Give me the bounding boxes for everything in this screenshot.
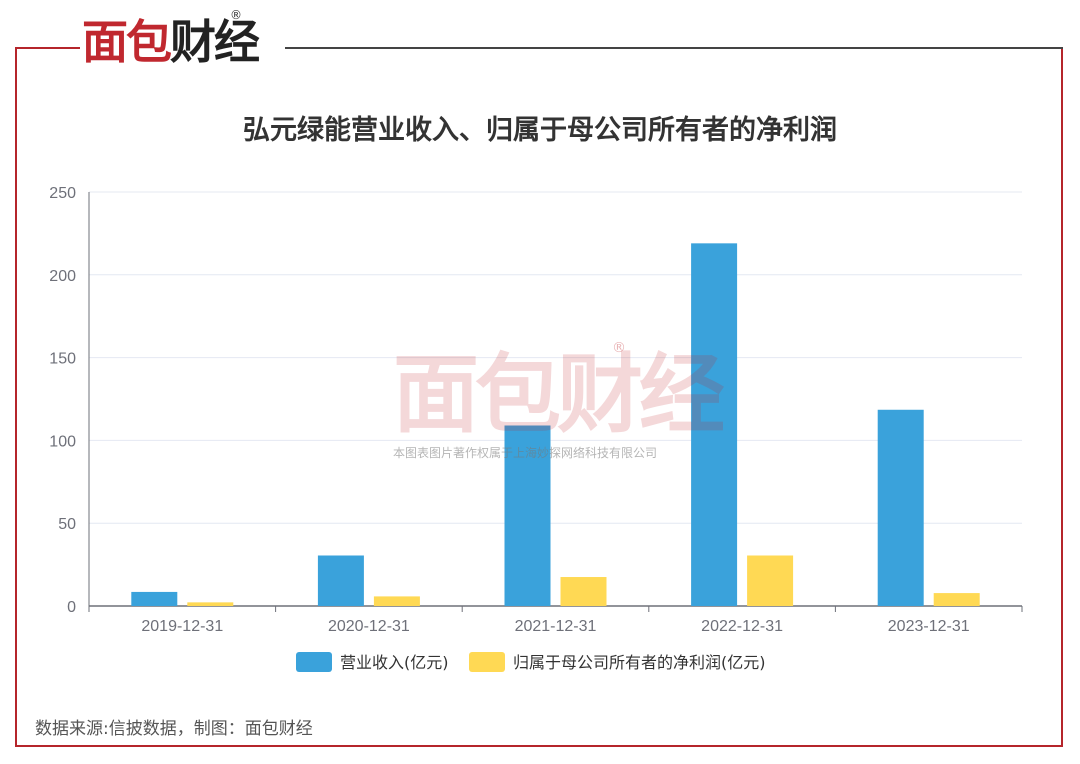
x-tick-label: 2023-12-31 [888, 618, 970, 635]
bar-net-profit [747, 555, 794, 606]
chart-title: 弘元绿能营业收入、归属于母公司所有者的净利润 [243, 115, 837, 146]
bar-net-profit [373, 596, 420, 606]
legend-revenue-swatch [296, 652, 332, 672]
y-tick-label: 100 [49, 433, 76, 450]
bar-revenue [877, 409, 924, 606]
bar-net-profit [560, 577, 607, 606]
legend-net-profit-swatch [469, 652, 505, 672]
frame-top-left-line [15, 47, 80, 49]
y-tick-label: 200 [49, 268, 76, 285]
registered-mark: ® [230, 8, 242, 22]
frame-top-right-line [285, 47, 1063, 49]
bar-revenue [691, 243, 738, 606]
bar-revenue [317, 555, 364, 606]
x-tick-label: 2019-12-31 [141, 618, 223, 635]
watermark-registered-mark: ® [612, 340, 626, 356]
chart-frame [15, 47, 1063, 747]
bar-revenue [131, 591, 178, 606]
logo-part1: 面包 [82, 15, 172, 69]
bar-net-profit [187, 602, 234, 606]
bar-net-profit [933, 593, 980, 606]
watermark-logo: 面包财经 [393, 345, 725, 445]
x-tick-label: 2022-12-31 [701, 618, 783, 635]
watermark-copyright: 本图表图片著作权属于上海妙探网络科技有限公司 [393, 446, 658, 460]
legend-net-profit-label: 归属于母公司所有者的净利润(亿元) [513, 653, 766, 672]
x-tick-label: 2021-12-31 [515, 618, 597, 635]
brand-logo: 面包财经 [82, 10, 260, 74]
x-tick-label: 2020-12-31 [328, 618, 410, 635]
bar-revenue [504, 425, 551, 606]
y-tick-label: 250 [49, 185, 76, 202]
y-tick-label: 0 [67, 599, 76, 616]
logo-part2: 财经 [170, 15, 260, 69]
y-tick-label: 50 [58, 516, 76, 533]
data-source-note: 数据来源:信披数据，制图：面包财经 [35, 719, 313, 739]
y-tick-label: 150 [49, 351, 76, 368]
legend-revenue-label: 营业收入(亿元) [340, 653, 449, 672]
